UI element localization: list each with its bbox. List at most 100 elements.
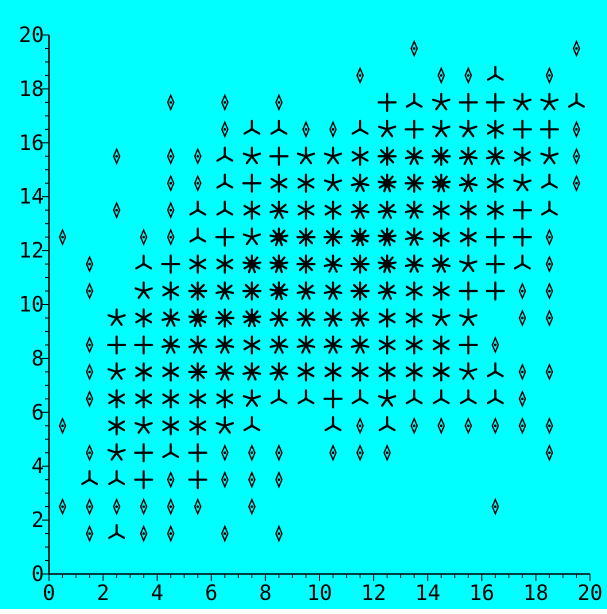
sunflower-center: [303, 315, 308, 320]
sunflower-center: [251, 478, 254, 481]
sunflower-center: [332, 451, 335, 454]
sunflower-center: [548, 101, 551, 104]
sunflower-center: [250, 424, 253, 427]
sunflower-center: [386, 316, 389, 319]
sunflower-center: [304, 370, 307, 373]
sunflower-center: [412, 261, 417, 266]
sunflower-center: [223, 182, 226, 185]
sunflower-center: [548, 290, 551, 293]
sunflower-center: [303, 342, 308, 347]
sunflower-center: [223, 155, 226, 158]
sunflower-center: [359, 451, 362, 454]
sunflower-center: [440, 343, 443, 346]
sunflower-center: [196, 236, 199, 239]
sunflower-center: [142, 236, 145, 239]
sunflower-center: [250, 397, 253, 400]
sunflower-center: [548, 263, 551, 266]
sunflower-center: [304, 397, 307, 400]
sunflower-center: [575, 128, 578, 131]
sunflower-center: [548, 236, 551, 239]
sunflower-center: [494, 370, 497, 373]
sunflower-center: [222, 342, 227, 347]
sunflower-center: [439, 261, 444, 266]
sunflower-center: [412, 181, 417, 186]
sunflower-center: [169, 451, 172, 454]
sunflower-center: [521, 236, 524, 239]
sunflower-center: [494, 397, 497, 400]
sunflower-center: [413, 343, 416, 346]
sunflower-center: [467, 424, 470, 427]
sunflower-center: [304, 155, 307, 158]
sunflower-center: [168, 342, 173, 347]
x-tick-label: 0: [43, 581, 56, 605]
sunflower-point: [189, 283, 206, 300]
sunflower-center: [142, 478, 145, 481]
sunflower-center: [413, 101, 416, 104]
sunflower-center: [357, 315, 362, 320]
sunflower-center: [331, 424, 334, 427]
sunflower-center: [413, 424, 416, 427]
sunflower-center: [250, 182, 253, 185]
sunflower-point: [352, 256, 369, 273]
sunflower-center: [467, 316, 470, 319]
sunflower-center: [195, 288, 200, 293]
sunflower-center: [575, 155, 578, 158]
sunflower-center: [115, 155, 118, 158]
sunflower-center: [196, 451, 199, 454]
sunflower-center: [439, 154, 444, 159]
sunflower-center: [115, 316, 118, 319]
sunflower-center: [386, 370, 389, 373]
sunflower-center: [548, 128, 551, 131]
sunflower-center: [247, 260, 256, 269]
sunflower-center: [278, 101, 281, 104]
sunflower-center: [168, 315, 173, 320]
sunflower-center: [224, 128, 227, 131]
sunflower-center: [61, 236, 64, 239]
y-tick-label: 2: [31, 508, 44, 532]
sunflower-center: [224, 532, 227, 535]
x-tick-label: 2: [97, 581, 110, 605]
sunflower-center: [115, 505, 118, 508]
sunflower-center: [575, 101, 578, 104]
sunflower-center: [169, 370, 172, 373]
sunflower-center: [88, 371, 91, 374]
sunflower-center: [494, 344, 497, 347]
sunflower-center: [250, 155, 253, 158]
sunflower-center: [357, 208, 362, 213]
sunflower-center: [169, 262, 172, 265]
sunflower-center: [142, 262, 145, 265]
sunflower-center: [412, 208, 417, 213]
sunflower-center: [521, 262, 524, 265]
sunflower-center: [276, 315, 281, 320]
sunflower-center: [88, 398, 91, 401]
sunflower-center: [115, 424, 118, 427]
sunflower-center: [303, 288, 308, 293]
sunflower-center: [548, 371, 551, 374]
sunflower-center: [330, 315, 335, 320]
sunflower-center: [223, 424, 226, 427]
sunflower-center: [142, 343, 145, 346]
sunflower-center: [494, 128, 497, 131]
sunflower-center: [359, 424, 362, 427]
sunflower-center: [115, 209, 118, 212]
sunflower-center: [467, 343, 470, 346]
sunflower-center: [357, 342, 362, 347]
sunflower-center: [521, 101, 524, 104]
sunflower-center: [356, 233, 365, 242]
sunflower-center: [223, 236, 226, 239]
sunflower-center: [250, 236, 253, 239]
sunflower-point: [243, 283, 260, 300]
x-tick-label: 20: [577, 581, 602, 605]
sunflower-center: [494, 289, 497, 292]
sunflower-center: [115, 397, 118, 400]
sunflower-center: [440, 236, 443, 239]
sunflower-center: [169, 397, 172, 400]
sunflower-center: [440, 370, 443, 373]
sunflower-center: [277, 128, 280, 131]
x-tick-label: 4: [151, 581, 164, 605]
y-tick-label: 16: [19, 131, 44, 155]
sunflower-center: [278, 451, 281, 454]
sunflower-center: [115, 343, 118, 346]
sunflower-center: [169, 101, 172, 104]
sunflower-center: [521, 424, 524, 427]
